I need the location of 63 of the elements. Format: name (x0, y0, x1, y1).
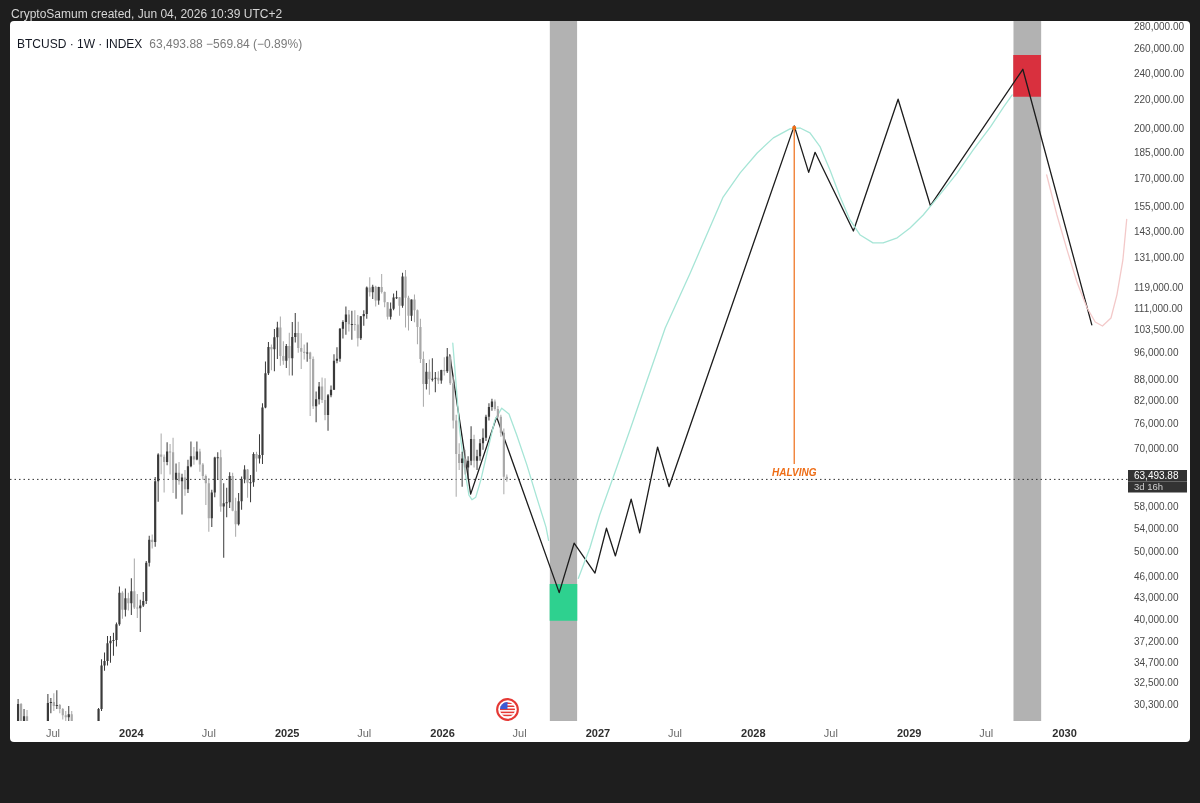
candlestick (350, 310, 353, 340)
text: BTCUSD · 1W · INDEX (17, 37, 143, 51)
y-tick-label: 143,000.00 (1134, 225, 1185, 237)
x-tick-label: Jul (512, 726, 527, 739)
x-tick-label: Jul (201, 726, 216, 739)
candlestick (55, 690, 58, 710)
candlestick (180, 473, 184, 515)
x-tick-label: Jul (45, 726, 61, 739)
candlestick (222, 483, 225, 558)
x-tick-label: Jul (823, 726, 838, 739)
y-tick-label: 200,000.00 (1134, 123, 1185, 135)
y-tick-label: 111,000.00 (1134, 302, 1183, 314)
text: 3d 16h (1134, 480, 1164, 492)
candlestick (306, 342, 309, 362)
x-tick-label: 2029 (896, 726, 922, 739)
y-tick-label: 280,000.00 (1134, 20, 1185, 32)
annotation: HALVING (771, 466, 817, 478)
y-tick-label: 131,000.00 (1134, 252, 1185, 264)
y-tick-label: 170,000.00 (1134, 172, 1185, 184)
y-tick-label: 240,000.00 (1134, 67, 1185, 79)
y-tick-label: 43,000.00 (1134, 592, 1179, 603)
x-tick-label: 2030 (1052, 726, 1077, 739)
candlestick (398, 296, 401, 316)
candlestick (109, 635, 112, 663)
y-tick-label: 46,000.00 (1134, 571, 1179, 583)
y-tick-label: 88,000.00 (1134, 373, 1179, 385)
x-tick-label: 2027 (585, 726, 611, 739)
candlestick (270, 344, 273, 371)
y-tick-label: 32,500.00 (1134, 677, 1179, 689)
y-tick-label: 50,000.00 (1134, 546, 1179, 558)
y-tick-label: 76,000.00 (1134, 418, 1179, 430)
y-tick-label: 185,000.00 (1134, 147, 1185, 159)
x-tick-label: 2028 (741, 726, 766, 739)
y-tick-label: 30,300.00 (1134, 698, 1179, 710)
y-tick-label: 82,000.00 (1134, 395, 1179, 407)
y-tick-label: 155,000.00 (1134, 201, 1185, 213)
y-tick-label: 260,000.00 (1134, 43, 1185, 55)
candlestick (410, 299, 413, 322)
y-tick-label: 220,000.00 (1134, 94, 1185, 106)
y-tick-label: 37,200.00 (1134, 636, 1179, 648)
y-tick-label: 34,700.00 (1134, 657, 1179, 669)
text: 63,493.88 −569.84 (−0.89%) (149, 37, 303, 51)
candlestick (443, 357, 446, 376)
x-tick-label: Jul (357, 726, 372, 739)
annotation: CryptoSamum created, Jun 04, 2026 10:39 UTC+2 (11, 7, 283, 21)
y-tick-label: 70,000.00 (1134, 443, 1179, 455)
x-tick-label: Jul (667, 726, 683, 739)
candlestick (309, 351, 312, 416)
y-tick-label: 54,000.00 (1134, 522, 1179, 534)
ref-line-label: 63,493.88 (1134, 469, 1179, 481)
x-tick-label: 2025 (274, 726, 300, 739)
y-tick-label: 40,000.00 (1134, 614, 1179, 626)
candlestick (404, 269, 407, 328)
candlestick (246, 468, 249, 498)
y-tick-label: 58,000.00 (1134, 500, 1179, 512)
y-tick-label: 119,000.00 (1134, 281, 1184, 293)
y-tick-label: 103,500.00 (1134, 324, 1185, 336)
x-tick-label: 2026 (430, 726, 455, 739)
x-tick-label: 2024 (119, 726, 145, 739)
candlestick (255, 451, 258, 472)
y-tick-label: 96,000.00 (1134, 347, 1179, 359)
candlestick (401, 272, 404, 308)
x-tick-label: Jul (979, 726, 994, 739)
